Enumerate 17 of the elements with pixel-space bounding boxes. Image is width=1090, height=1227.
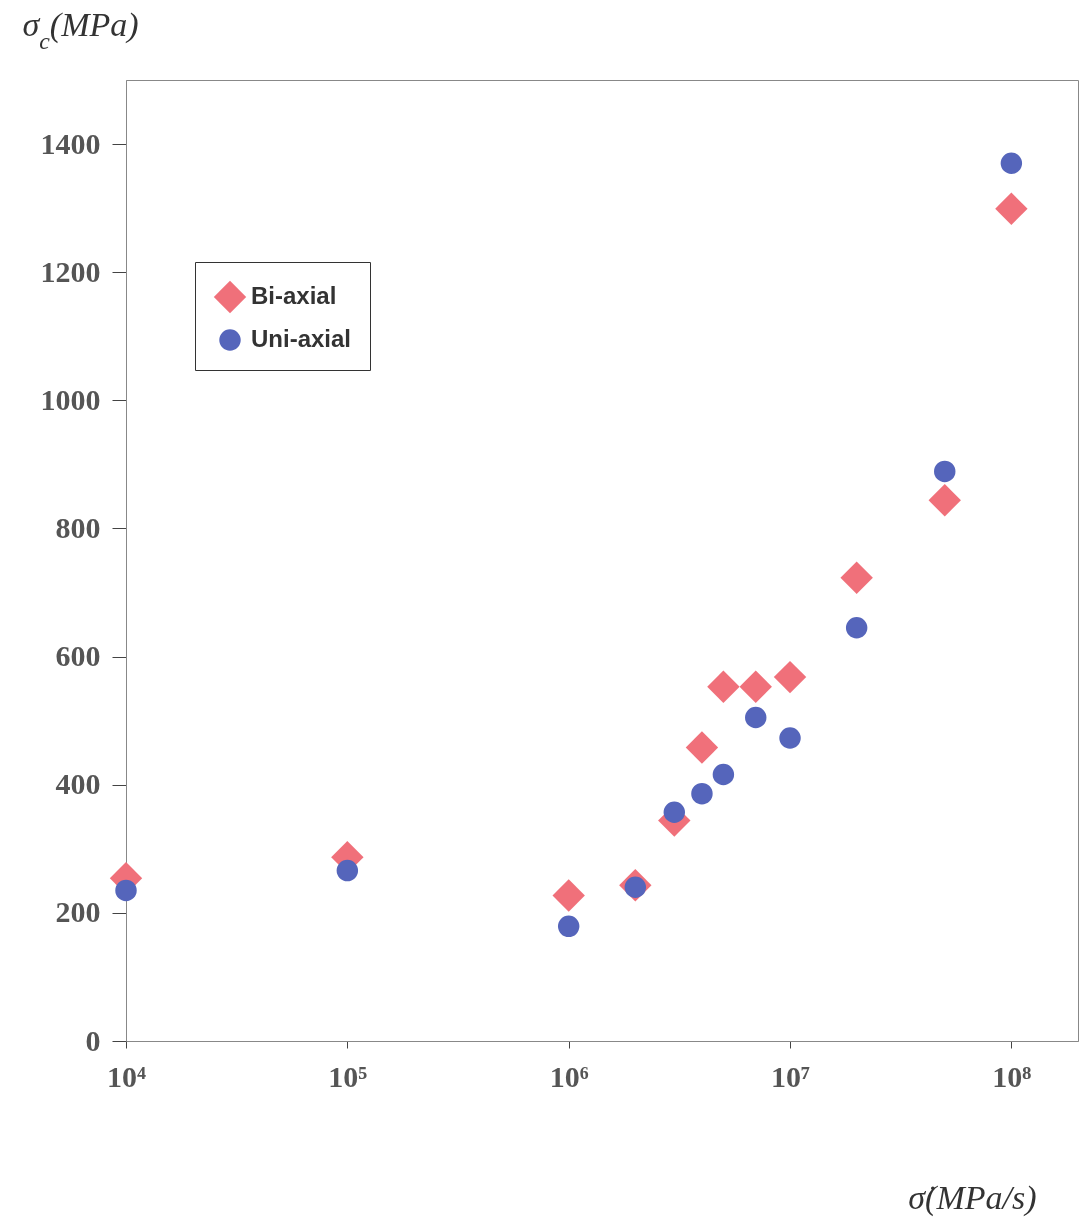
x-tick-label: 10⁷ bbox=[771, 1059, 811, 1093]
y-tick-label: 600 bbox=[55, 639, 101, 673]
x-tick-label: 10⁸ bbox=[992, 1059, 1032, 1093]
y-tick-label: 200 bbox=[55, 895, 101, 929]
legend-label: Bi-axial bbox=[251, 282, 337, 309]
y-axis-title: σ$_{c}$(MPa) bbox=[22, 5, 139, 54]
y-tick-label: 1200 bbox=[40, 254, 101, 288]
x-axis-title: σ̇(MPa/s) bbox=[908, 1178, 1037, 1217]
y-tick-label: 1000 bbox=[40, 382, 101, 416]
y-tick-label: 0 bbox=[85, 1023, 101, 1057]
y-tick-label: 1400 bbox=[40, 126, 101, 160]
x-tick-label: 10⁶ bbox=[549, 1059, 589, 1093]
y-tick-label: 400 bbox=[55, 767, 101, 801]
legend-label: Uni-axial bbox=[251, 325, 352, 352]
x-tick-label: 10⁵ bbox=[328, 1059, 368, 1093]
y-tick-label: 800 bbox=[55, 510, 101, 544]
x-tick-label: 10⁴ bbox=[107, 1059, 146, 1093]
